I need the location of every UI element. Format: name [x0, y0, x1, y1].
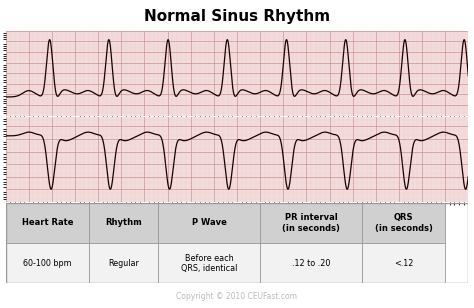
Text: Before each
QRS, identical: Before each QRS, identical	[181, 254, 237, 273]
Bar	[158, 243, 260, 283]
Text: 60-100 bpm: 60-100 bpm	[23, 259, 72, 268]
Text: Heart Rate: Heart Rate	[22, 218, 73, 227]
Bar	[362, 203, 445, 243]
Bar	[260, 203, 362, 243]
Text: PR interval
(in seconds): PR interval (in seconds)	[282, 213, 340, 233]
Text: QRS
(in seconds): QRS (in seconds)	[374, 213, 432, 233]
Text: Copyright © 2010 CEUFast.com: Copyright © 2010 CEUFast.com	[176, 292, 298, 301]
Bar	[6, 243, 89, 283]
Bar	[158, 203, 260, 243]
Bar	[362, 243, 445, 283]
Text: P Wave: P Wave	[192, 218, 227, 227]
Bar	[89, 243, 158, 283]
Text: <.12: <.12	[394, 259, 413, 268]
Text: Regular: Regular	[108, 259, 139, 268]
Bar	[6, 203, 89, 243]
Bar	[89, 203, 158, 243]
Text: Rhythm: Rhythm	[105, 218, 142, 227]
Text: .12 to .20: .12 to .20	[292, 259, 330, 268]
Bar	[260, 243, 362, 283]
Text: Normal Sinus Rhythm: Normal Sinus Rhythm	[144, 9, 330, 24]
